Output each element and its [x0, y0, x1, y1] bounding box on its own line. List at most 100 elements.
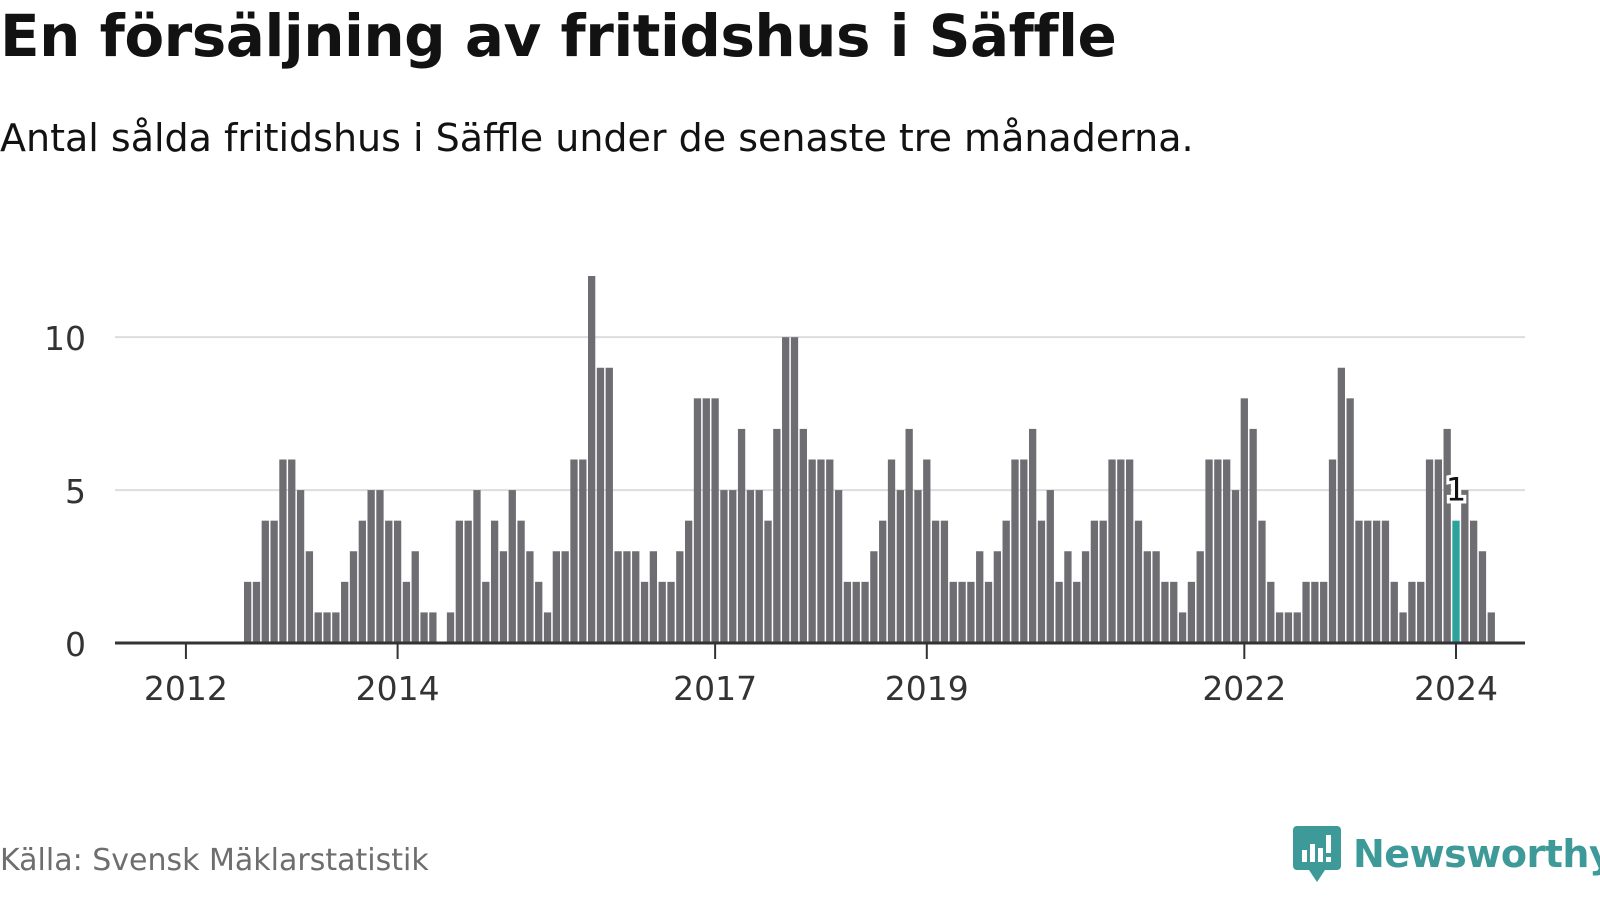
bar — [1002, 520, 1010, 643]
bar — [790, 337, 799, 643]
bar — [1240, 398, 1248, 643]
bar — [667, 581, 675, 643]
bar — [958, 581, 966, 643]
bar — [870, 551, 878, 643]
bar — [852, 581, 860, 643]
bar — [614, 551, 622, 643]
bar — [1478, 551, 1487, 643]
chart-subtitle: Antal sålda fritidshus i Säffle under de… — [0, 116, 1194, 160]
bar — [993, 551, 1002, 643]
bar — [1328, 459, 1337, 643]
bar — [314, 612, 322, 643]
bar — [1205, 459, 1213, 643]
bar — [1337, 367, 1345, 643]
bar — [296, 490, 305, 643]
bar — [1126, 459, 1134, 643]
bar — [1469, 520, 1478, 643]
bar — [1214, 459, 1222, 643]
bar — [1267, 581, 1275, 643]
bar — [1364, 520, 1372, 643]
bar — [1108, 459, 1116, 643]
bar — [244, 581, 252, 643]
bar — [896, 490, 904, 643]
bar — [632, 551, 640, 643]
bar — [1390, 581, 1398, 643]
bar — [367, 490, 375, 643]
bar — [587, 276, 596, 643]
bar — [649, 551, 658, 643]
x-tick-label: 2014 — [356, 669, 440, 708]
bar — [808, 459, 816, 643]
bar — [1461, 490, 1469, 643]
y-tick-label: 5 — [65, 472, 86, 511]
highlight-data-label: 1 — [1446, 471, 1466, 509]
bar — [1223, 459, 1231, 643]
bar — [949, 581, 957, 643]
bar — [508, 490, 516, 643]
bar — [1081, 551, 1090, 643]
bar — [1372, 520, 1381, 643]
bar — [1452, 520, 1460, 643]
bar — [1143, 551, 1151, 643]
bar — [764, 520, 772, 643]
bar — [737, 428, 746, 643]
bar — [1161, 581, 1169, 643]
bar — [473, 490, 481, 643]
bar — [358, 520, 366, 643]
bar — [261, 520, 269, 643]
bar — [1064, 551, 1072, 643]
bar — [1187, 581, 1196, 643]
bar — [526, 551, 534, 643]
x-tick-label: 2019 — [885, 669, 969, 708]
y-tick-label: 0 — [65, 625, 86, 664]
bar — [923, 459, 931, 643]
bar — [570, 459, 578, 643]
bar — [1408, 581, 1416, 643]
bar — [711, 398, 719, 643]
bar — [543, 612, 552, 643]
bar — [773, 428, 781, 643]
bar — [1090, 520, 1099, 643]
bar — [561, 551, 569, 643]
bar — [1487, 612, 1495, 643]
bar — [940, 520, 949, 643]
bar — [517, 520, 525, 643]
bar — [411, 551, 419, 643]
bar — [1417, 581, 1425, 643]
bar — [887, 459, 896, 643]
bar — [1028, 428, 1037, 643]
bar — [341, 581, 349, 643]
bar — [349, 551, 358, 643]
bar — [579, 459, 587, 643]
bar — [879, 520, 887, 643]
bar — [1355, 520, 1363, 643]
bar — [270, 520, 278, 643]
bar — [640, 581, 649, 643]
bar — [729, 490, 737, 643]
bar — [490, 520, 499, 643]
bar — [605, 367, 613, 643]
bar — [1073, 581, 1081, 643]
brand-logo[interactable]: Newsworthy — [1293, 826, 1600, 882]
bar — [1275, 612, 1284, 643]
bar — [1037, 520, 1046, 643]
bar — [931, 520, 940, 643]
y-tick-label: 10 — [44, 319, 86, 358]
bar — [967, 581, 975, 643]
bar — [464, 520, 472, 643]
bar — [1046, 490, 1054, 643]
bar — [385, 520, 393, 643]
bar — [552, 551, 561, 643]
bar — [1425, 459, 1434, 643]
bar — [1399, 612, 1407, 643]
bar — [755, 490, 763, 643]
bar — [332, 612, 340, 643]
x-tick-label: 2017 — [673, 669, 757, 708]
bar — [305, 551, 314, 643]
bar — [420, 612, 428, 643]
source-note: Källa: Svensk Mäklarstatistik — [0, 843, 429, 878]
bar — [1320, 581, 1328, 643]
bar — [799, 428, 807, 643]
bar — [1249, 428, 1257, 643]
